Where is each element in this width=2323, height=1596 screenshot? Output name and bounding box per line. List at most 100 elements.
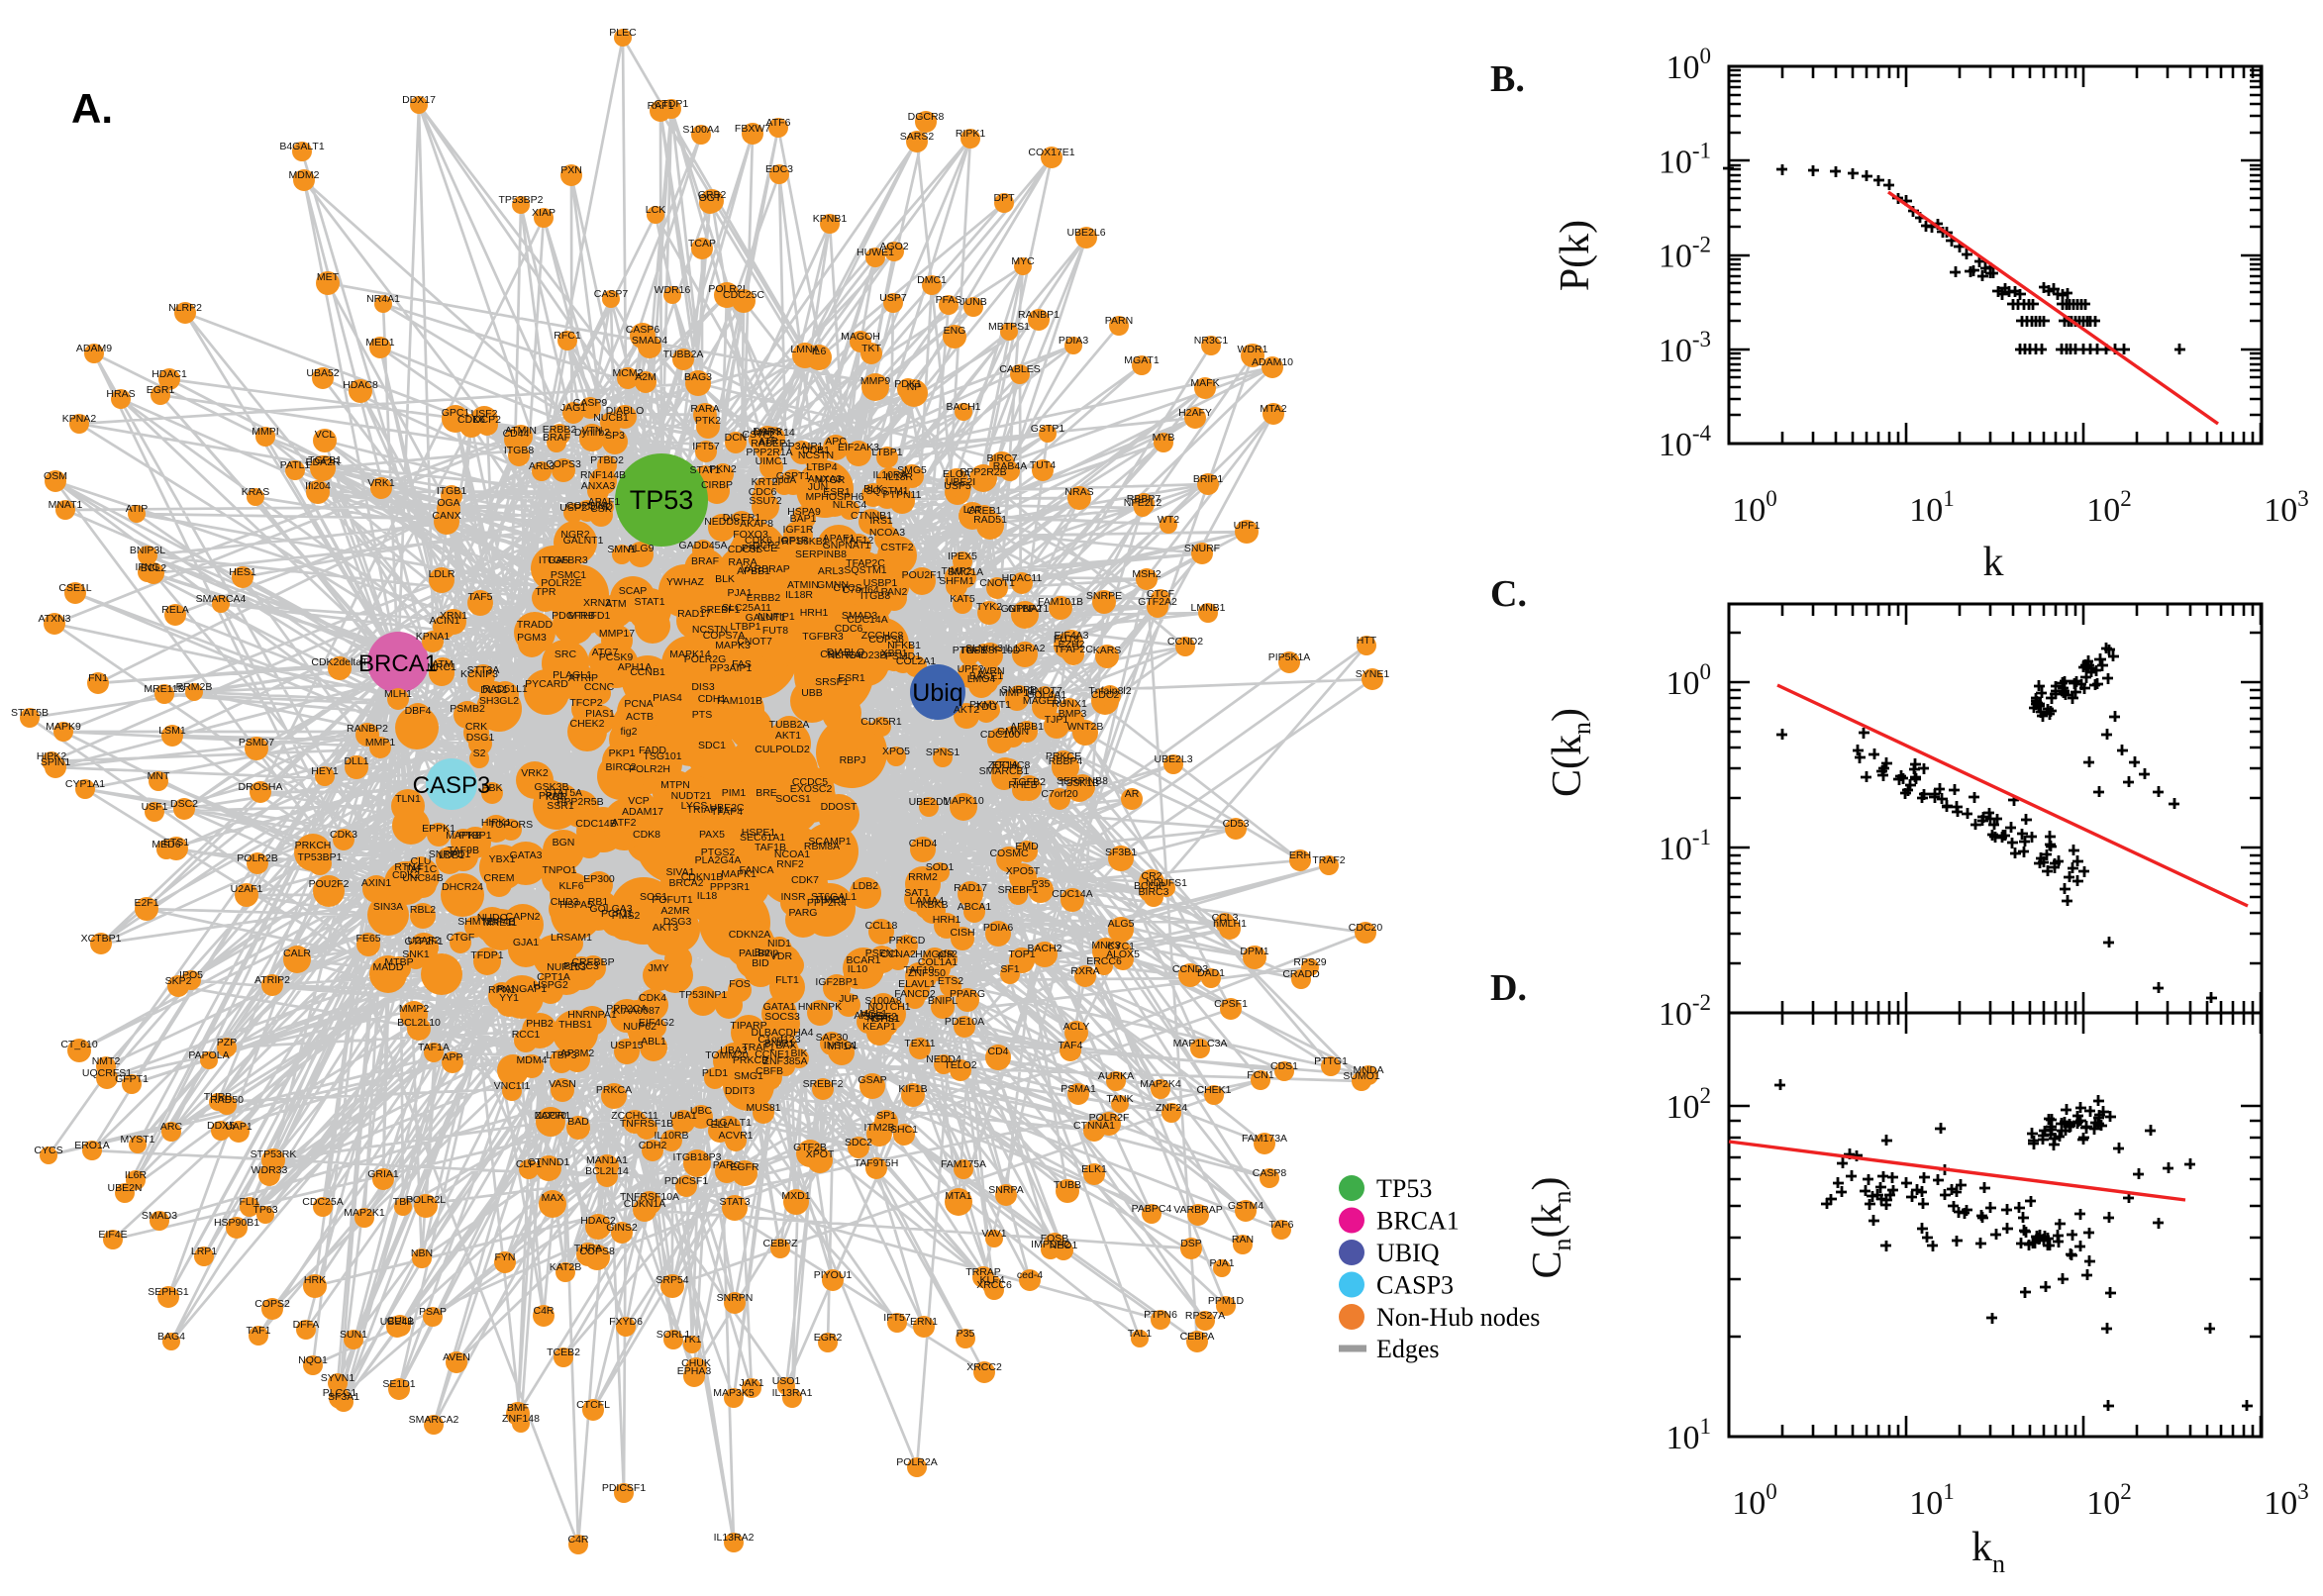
svg-text:Ubiq: Ubiq [912,679,962,707]
svg-text:EZH2: EZH2 [1059,639,1085,650]
svg-text:PSEN1: PSEN1 [865,948,900,959]
svg-text:Edges: Edges [1376,1335,1440,1363]
svg-text:PDICSF1: PDICSF1 [602,1482,647,1494]
svg-text:BAX: BAX [775,1040,796,1051]
svg-text:STP53RK: STP53RK [251,1148,297,1160]
svg-text:HSPA9: HSPA9 [787,506,821,518]
svg-text:COL4A1: COL4A1 [1027,689,1066,701]
svg-text:GPS1: GPS1 [872,1013,900,1025]
svg-text:KIAA0087: KIAA0087 [613,1005,659,1017]
svg-text:C7orf20: C7orf20 [1041,788,1078,800]
svg-text:FLI1: FLI1 [239,1196,259,1208]
svg-text:TUBB2A: TUBB2A [769,719,810,731]
svg-text:GMNN: GMNN [817,579,849,591]
svg-text:CNOT7: CNOT7 [1027,685,1062,697]
svg-text:ATF2: ATF2 [612,817,637,829]
svg-text:CTDP1: CTDP1 [655,98,689,110]
svg-text:MMP14: MMP14 [999,687,1035,699]
svg-text:MMP17: MMP17 [599,628,635,640]
svg-text:CASP7: CASP7 [594,288,629,300]
svg-text:IGF2BP1: IGF2BP1 [815,976,858,988]
svg-text:TP53BP2: TP53BP2 [499,194,544,206]
svg-text:MTBP: MTBP [384,956,413,968]
svg-text:NP: NP [907,381,922,393]
svg-text:NFE2L2: NFE2L2 [1124,497,1162,509]
svg-text:SYNE1: SYNE1 [1356,668,1390,680]
svg-text:NCOA3: NCOA3 [869,527,905,539]
svg-text:NID1: NID1 [767,938,791,949]
svg-text:BAG3: BAG3 [684,371,712,383]
svg-text:HSPE1: HSPE1 [742,827,776,839]
svg-text:PJA1: PJA1 [1209,1257,1234,1269]
svg-text:TAF4: TAF4 [1059,1040,1083,1051]
svg-text:FXYD6: FXYD6 [609,1316,643,1328]
svg-text:DCP2: DCP2 [473,414,501,426]
svg-text:HSPA5: HSPA5 [559,899,593,911]
svg-text:CDK4: CDK4 [639,992,666,1004]
svg-text:EIF2AK3: EIF2AK3 [838,442,879,453]
svg-text:LTBP3: LTBP3 [546,1049,576,1061]
svg-text:KRAS: KRAS [242,486,270,498]
svg-text:TGFBR3: TGFBR3 [802,631,844,643]
svg-text:INSR: INSR [780,891,806,903]
svg-text:IL18: IL18 [697,890,718,902]
svg-text:ARC: ARC [160,1121,183,1133]
svg-text:SERPINB8: SERPINB8 [795,549,847,560]
svg-text:GSPT1: GSPT1 [776,470,811,482]
svg-text:CULPOLD2: CULPOLD2 [755,744,810,755]
svg-text:CNOT7: CNOT7 [737,636,772,648]
svg-text:ATM: ATM [605,598,626,610]
svg-text:CDK5R1: CDK5R1 [860,716,902,728]
svg-text:MTOR: MTOR [815,474,846,486]
svg-text:MAN1A1: MAN1A1 [586,1154,628,1166]
svg-text:PP3AIP1: PP3AIP1 [710,662,753,674]
svg-text:STAT3: STAT3 [719,1196,750,1208]
svg-text:TRAF2: TRAF2 [1312,854,1345,866]
svg-text:MADD: MADD [373,961,404,973]
svg-text:EPPK1: EPPK1 [422,823,455,835]
svg-text:POU2F1: POU2F1 [902,569,943,581]
svg-text:RANBP2: RANBP2 [347,723,388,735]
svg-text:CEBPA: CEBPA [1180,1331,1215,1343]
svg-text:RBL2: RBL2 [410,904,436,916]
svg-text:CDH2: CDH2 [639,1140,667,1151]
svg-text:ALOX5: ALOX5 [1106,948,1140,960]
svg-text:DPT: DPT [994,192,1016,204]
svg-text:DLG1: DLG1 [480,684,508,696]
svg-text:C(kn): C(kn) [1545,708,1596,797]
svg-text:PPARG: PPARG [950,988,985,1000]
svg-text:SHC1: SHC1 [890,1124,918,1136]
svg-text:SOD1: SOD1 [926,861,955,873]
svg-text:PSMA1: PSMA1 [1060,1083,1096,1095]
svg-text:SE1D1: SE1D1 [382,1378,415,1390]
svg-text:IFT57: IFT57 [883,1312,911,1324]
svg-text:NLRP2: NLRP2 [168,302,202,314]
svg-text:HEY1: HEY1 [311,765,339,777]
svg-text:SMAD4: SMAD4 [632,335,667,347]
svg-text:COPS7A: COPS7A [703,630,746,642]
svg-text:NUDC: NUDC [477,912,508,924]
svg-text:KARS: KARS [1093,645,1122,656]
svg-text:POLR2B: POLR2B [237,852,277,864]
svg-text:ELK1: ELK1 [1081,1163,1107,1175]
svg-text:MMP1: MMP1 [365,737,395,748]
svg-text:MAP2K1: MAP2K1 [344,1207,385,1219]
svg-text:CCNC: CCNC [584,681,615,693]
svg-text:DCN: DCN [725,432,748,444]
svg-text:HDAC11: HDAC11 [1002,572,1043,584]
svg-text:MTPN: MTPN [660,779,690,791]
svg-text:P35: P35 [1032,878,1051,890]
svg-text:PIYOU1: PIYOU1 [814,1269,853,1281]
svg-text:BNIPL: BNIPL [928,995,959,1007]
svg-text:UBE2C: UBE2C [709,802,744,814]
svg-text:DLBACDHA4: DLBACDHA4 [751,1027,813,1039]
svg-text:NOTCH1: NOTCH1 [867,1001,910,1013]
svg-text:CIRBP: CIRBP [701,479,733,491]
svg-text:PDE10A: PDE10A [945,1016,984,1028]
svg-text:JUNB: JUNB [960,296,986,308]
svg-text:PIP5K1A: PIP5K1A [1268,651,1311,663]
svg-text:IL10RA: IL10RA [872,469,907,481]
svg-text:D.: D. [1490,967,1527,1009]
svg-text:SHMT2: SHMT2 [457,916,493,928]
svg-text:SRC: SRC [555,648,577,660]
